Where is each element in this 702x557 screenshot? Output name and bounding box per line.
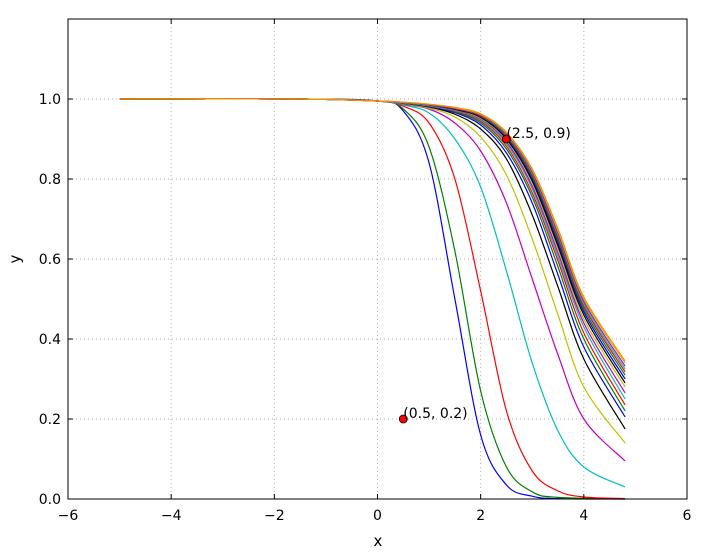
y-tick-label: 0.4 — [39, 332, 61, 348]
x-tick-label: 6 — [683, 508, 692, 524]
x-tick-label: −6 — [58, 508, 79, 524]
x-tick-label: −2 — [264, 508, 285, 524]
x-axis-label: x — [374, 532, 383, 550]
x-tick-label: 0 — [373, 508, 382, 524]
y-tick-label: 0.2 — [39, 412, 61, 428]
series-lines — [119, 98, 626, 500]
ticks: −6 −4 −2 0 2 4 6 0.0 0.2 0.4 0.6 0.8 1.0 — [39, 19, 692, 524]
y-tick-label: 1.0 — [39, 92, 61, 108]
y-axis-label: y — [6, 254, 24, 263]
annotation-marker — [398, 414, 408, 424]
y-tick-label: 0.0 — [39, 492, 61, 508]
y-tick-label: 0.6 — [39, 252, 61, 268]
annotation-label: (2.5, 0.9) — [506, 126, 570, 142]
series-line-21 — [119, 98, 626, 362]
y-tick-label: 0.8 — [39, 172, 61, 188]
annotation-marker — [502, 134, 511, 144]
x-tick-label: 2 — [476, 508, 485, 524]
x-tick-label: −4 — [161, 508, 182, 524]
annotation-label: (0.5, 0.2) — [403, 406, 467, 422]
x-tick-label: 4 — [579, 508, 588, 524]
annotations: (0.5, 0.2) (2.5, 0.9) — [398, 126, 571, 424]
